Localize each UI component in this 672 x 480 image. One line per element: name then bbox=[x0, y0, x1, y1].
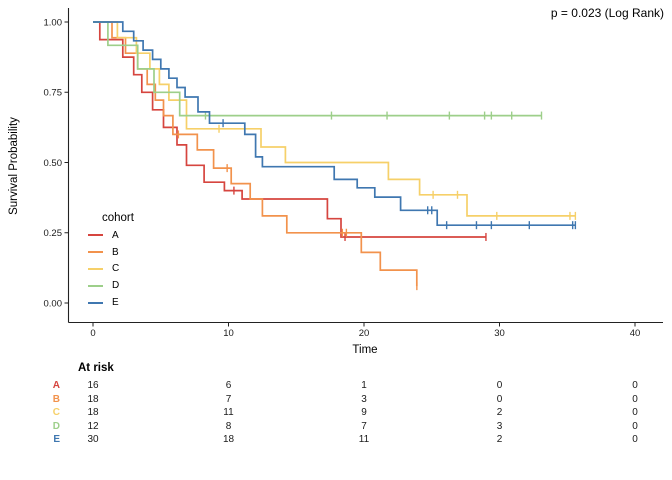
risk-row-label: A bbox=[52, 380, 60, 391]
svg-text:20: 20 bbox=[359, 328, 370, 339]
risk-count: 8 bbox=[225, 420, 232, 432]
survival-curve-C bbox=[93, 21, 576, 217]
risk-count: 0 bbox=[632, 380, 638, 391]
risk-count: 16 bbox=[87, 380, 99, 391]
legend-title: cohort bbox=[102, 212, 134, 224]
x-axis-title: Time bbox=[352, 344, 378, 356]
risk-row-C: C 18 11 9 2 0 bbox=[0, 407, 672, 420]
risk-count: 2 bbox=[496, 407, 503, 419]
risk-count: 0 bbox=[632, 420, 638, 432]
risk-count: 3 bbox=[361, 393, 367, 405]
p-value-annotation: p = 0.023 (Log Rank) bbox=[550, 6, 664, 20]
svg-text:1.00: 1.00 bbox=[44, 17, 63, 28]
svg-text:40: 40 bbox=[630, 328, 641, 339]
risk-row-label: B bbox=[52, 393, 60, 405]
risk-count: 7 bbox=[361, 420, 367, 432]
survival-plot-canvas: 0 10 20 30 40 0.00 0.25 0.50 0.75 1.00 bbox=[44, 8, 663, 339]
legend-swatch-D bbox=[88, 284, 103, 287]
legend-swatch-E bbox=[88, 301, 103, 304]
legend-item-D: D bbox=[88, 277, 134, 294]
survival-curve-A bbox=[93, 21, 486, 238]
legend-swatch-B bbox=[88, 251, 103, 254]
svg-text:0.75: 0.75 bbox=[44, 88, 63, 99]
risk-count: 3 bbox=[496, 420, 503, 432]
risk-count: 18 bbox=[222, 434, 235, 446]
risk-row-A: A 16 6 1 0 0 bbox=[0, 380, 672, 393]
risk-count: 0 bbox=[632, 407, 638, 419]
legend-swatch-A bbox=[88, 234, 103, 237]
risk-count: 2 bbox=[496, 434, 503, 446]
legend-item-C: C bbox=[88, 261, 134, 278]
risk-count: 11 bbox=[223, 407, 234, 419]
risk-row-label: D bbox=[52, 420, 60, 432]
legend-item-A: A bbox=[88, 227, 134, 244]
risk-row-B: B 18 7 3 0 0 bbox=[0, 394, 672, 407]
legend-label: D bbox=[112, 280, 120, 292]
risk-count: 6 bbox=[225, 380, 232, 391]
legend-item-E: E bbox=[88, 294, 134, 311]
survival-curve-D bbox=[93, 21, 542, 117]
legend-label: E bbox=[112, 297, 119, 309]
risk-row-label: C bbox=[52, 407, 60, 419]
legend-label: A bbox=[112, 229, 119, 241]
risk-count: 0 bbox=[632, 434, 638, 446]
risk-row-E: E 30 18 11 2 0 bbox=[0, 434, 672, 447]
legend-label: B bbox=[112, 246, 119, 258]
svg-text:0: 0 bbox=[90, 328, 95, 339]
survival-curve-E bbox=[93, 21, 576, 227]
risk-table-header: At risk bbox=[78, 362, 114, 374]
risk-count: 18 bbox=[87, 407, 99, 419]
risk-row-label: E bbox=[53, 434, 60, 446]
svg-text:10: 10 bbox=[223, 328, 234, 339]
svg-text:0.25: 0.25 bbox=[44, 228, 63, 239]
legend-item-B: B bbox=[88, 244, 134, 261]
risk-count: 30 bbox=[87, 434, 99, 446]
risk-count: 0 bbox=[632, 393, 638, 405]
legend-swatch-C bbox=[88, 267, 103, 270]
risk-count: 0 bbox=[496, 393, 503, 405]
risk-count: 0 bbox=[496, 380, 503, 391]
risk-count: 11 bbox=[358, 434, 370, 446]
risk-count: 7 bbox=[225, 393, 232, 405]
risk-count: 18 bbox=[87, 393, 99, 405]
legend-label: C bbox=[112, 263, 120, 275]
svg-text:30: 30 bbox=[494, 328, 505, 339]
svg-text:0.00: 0.00 bbox=[44, 298, 63, 309]
risk-count: 1 bbox=[361, 380, 367, 391]
svg-text:0.50: 0.50 bbox=[44, 158, 63, 169]
risk-row-D: D 12 8 7 3 0 bbox=[0, 421, 672, 434]
risk-count: 12 bbox=[87, 420, 99, 432]
risk-count: 9 bbox=[361, 407, 367, 419]
